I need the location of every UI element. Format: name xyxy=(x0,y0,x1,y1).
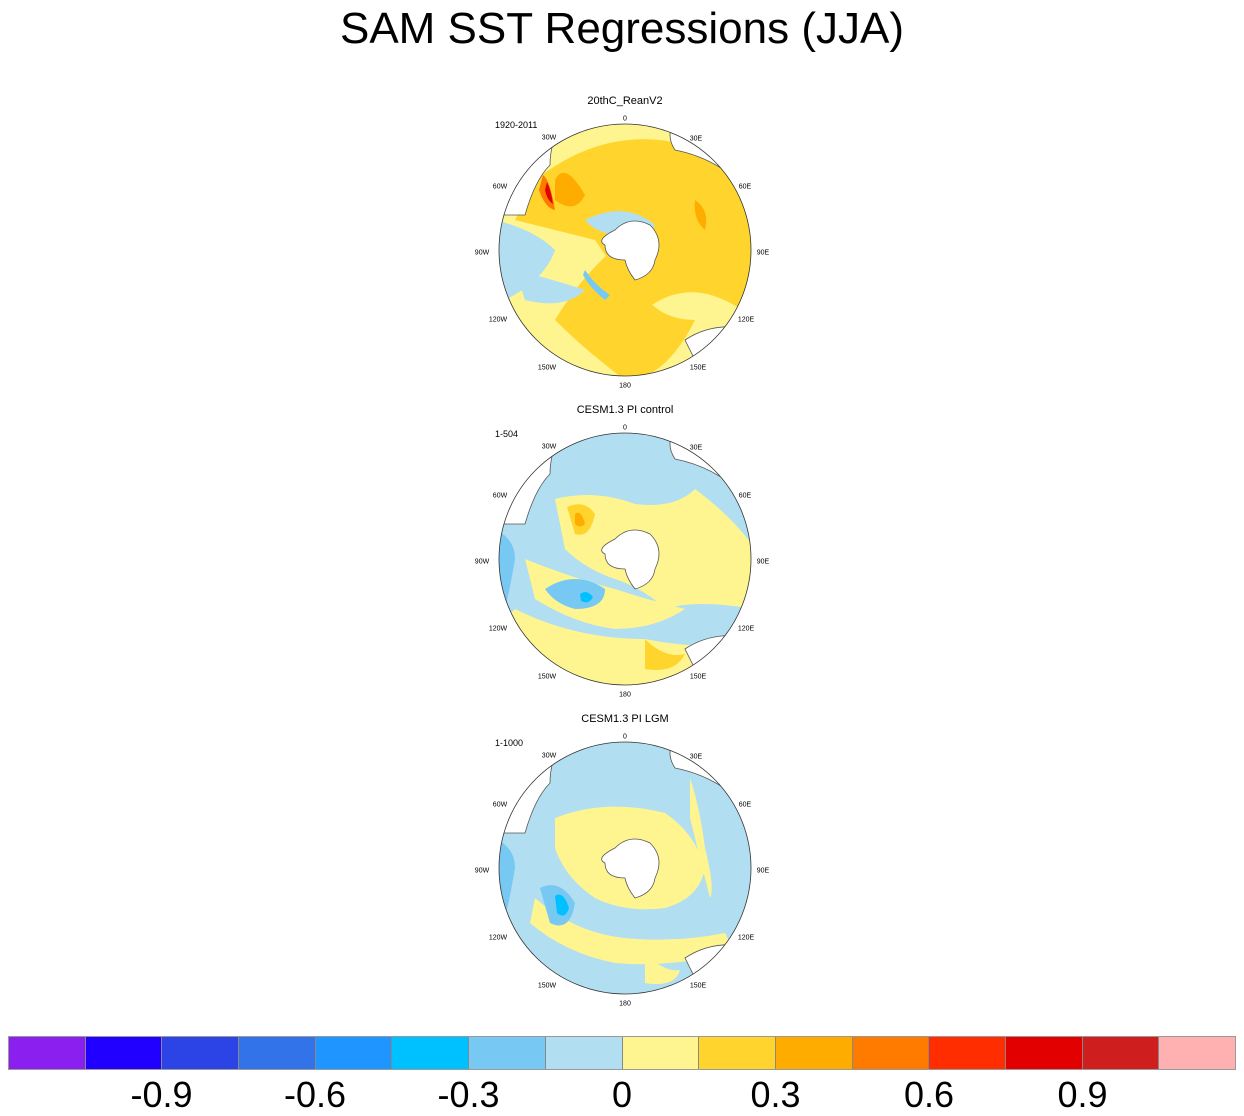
australia xyxy=(684,635,751,685)
colorbar-tick-label: -0.9 xyxy=(130,1074,193,1115)
lon-label-150e: 150E xyxy=(689,673,707,681)
lon-label-120e: 120E xyxy=(737,934,755,942)
lon-label-60w: 60W xyxy=(492,183,508,191)
antarctica xyxy=(601,838,660,899)
lon-label-120w: 120W xyxy=(488,625,508,633)
colorbar-tick-label: 0.6 xyxy=(903,1074,955,1115)
sst-region-pos xyxy=(530,898,735,965)
colorbar-tick-label: 0.9 xyxy=(1057,1074,1108,1115)
colorbar-box xyxy=(392,1037,470,1069)
lon-label-30w: 30W xyxy=(541,134,557,142)
colorbar-box xyxy=(239,1037,316,1069)
sst-region-0.2neg xyxy=(583,270,610,300)
lon-label-180: 180 xyxy=(619,382,631,390)
lon-label-150w: 150W xyxy=(537,364,557,372)
sst-region-0.45 xyxy=(555,172,585,207)
lon-label-120w: 120W xyxy=(488,934,508,942)
map-panel-pi-control: CESM1.3 PI control 1-504 0 30E 60E 90E 1… xyxy=(470,404,780,704)
panel-title: CESM1.3 PI LGM xyxy=(581,713,669,725)
lon-label-60e: 60E xyxy=(738,492,752,500)
colorbar-box xyxy=(852,1037,930,1069)
sst-region-0.9 xyxy=(545,182,553,204)
sst-region-pos xyxy=(525,559,685,629)
lon-label-30e: 30E xyxy=(689,135,703,143)
australia xyxy=(684,944,751,994)
polar-map xyxy=(498,741,752,995)
lon-label-0: 0 xyxy=(623,424,627,432)
lon-label-90e: 90E xyxy=(756,249,770,257)
sst-region-neg xyxy=(499,220,555,300)
sst-region-0.45 xyxy=(694,200,707,230)
figure-title: SAM SST Regressions (JJA) xyxy=(339,4,904,53)
lon-label-90e: 90E xyxy=(756,558,770,566)
map-panel-pi-lgm: CESM1.3 PI LGM 1-1000 0 30E 60E 90E 120E… xyxy=(470,713,780,1013)
colorbar-tick-label: 0.3 xyxy=(750,1074,801,1115)
antarctica xyxy=(601,220,660,281)
lon-label-120e: 120E xyxy=(737,316,755,324)
colorbar-box xyxy=(929,1037,1006,1069)
lon-label-120e: 120E xyxy=(737,625,755,633)
lon-label-150e: 150E xyxy=(689,364,707,372)
panel-period: 1920-2011 xyxy=(495,120,538,130)
colorbar-box xyxy=(162,1037,240,1069)
sst-region-pos xyxy=(645,953,680,985)
colorbar-box xyxy=(469,1037,546,1069)
panel-title: 20thC_ReanV2 xyxy=(587,95,663,107)
panel-title: CESM1.3 PI control xyxy=(576,404,674,416)
lon-label-120w: 120W xyxy=(488,316,508,324)
colorbar-box xyxy=(1159,1037,1235,1069)
lon-label-150w: 150W xyxy=(537,673,557,681)
colorbar-box xyxy=(1082,1037,1160,1069)
sst-region-0.3neg xyxy=(580,592,593,603)
lon-label-60e: 60E xyxy=(738,801,752,809)
lon-label-30w: 30W xyxy=(541,752,557,760)
polar-map xyxy=(498,432,752,686)
map-boundary xyxy=(498,123,752,377)
colorbar-box xyxy=(85,1037,163,1069)
sst-region-0.45 xyxy=(575,512,585,527)
colorbar-box xyxy=(315,1037,393,1069)
lon-label-90w: 90W xyxy=(474,867,490,875)
map-boundary xyxy=(498,741,752,995)
panel-period: 1-504 xyxy=(495,429,519,439)
australia xyxy=(684,326,751,376)
lon-label-60e: 60E xyxy=(738,183,752,191)
sst-region-0.3 xyxy=(645,639,685,670)
colorbar-tick-label: -0.6 xyxy=(283,1074,347,1115)
colorbar-tick-label: 0 xyxy=(611,1074,633,1115)
colorbar-box xyxy=(699,1037,776,1069)
lon-label-30e: 30E xyxy=(689,753,703,761)
lon-label-0: 0 xyxy=(623,115,627,123)
sst-region-0.2neg xyxy=(545,579,605,609)
lon-label-150w: 150W xyxy=(537,982,557,990)
lon-label-30w: 30W xyxy=(541,443,557,451)
colorbar xyxy=(8,1036,1236,1070)
sst-region-0.3 xyxy=(555,240,695,376)
antarctica xyxy=(601,529,660,590)
lon-label-150e: 150E xyxy=(689,982,707,990)
lon-label-90w: 90W xyxy=(474,249,490,257)
lon-label-180: 180 xyxy=(619,1000,631,1008)
sst-region-pos xyxy=(690,778,712,898)
lon-label-90e: 90E xyxy=(756,867,770,875)
polar-map xyxy=(498,123,752,377)
map-boundary xyxy=(498,432,752,686)
lon-label-60w: 60W xyxy=(492,801,508,809)
colorbar-box xyxy=(9,1037,86,1069)
colorbar-box xyxy=(775,1037,853,1069)
panel-period: 1-1000 xyxy=(495,738,524,748)
sst-region-neg xyxy=(515,270,585,304)
lon-label-90w: 90W xyxy=(474,558,490,566)
sst-region-0.3neg xyxy=(555,894,569,916)
colorbar-tick-label: -0.3 xyxy=(437,1074,500,1115)
colorbar-box xyxy=(622,1037,700,1069)
lon-label-180: 180 xyxy=(619,691,631,699)
colorbar-box xyxy=(545,1037,623,1069)
lon-label-60w: 60W xyxy=(492,492,508,500)
map-panel-reanv2: 20thC_ReanV2 1920-2011 0 30E 60E 90E 120… xyxy=(470,95,780,395)
lon-label-30e: 30E xyxy=(689,444,703,452)
colorbar-box xyxy=(1005,1037,1083,1069)
lon-label-0: 0 xyxy=(623,733,627,741)
